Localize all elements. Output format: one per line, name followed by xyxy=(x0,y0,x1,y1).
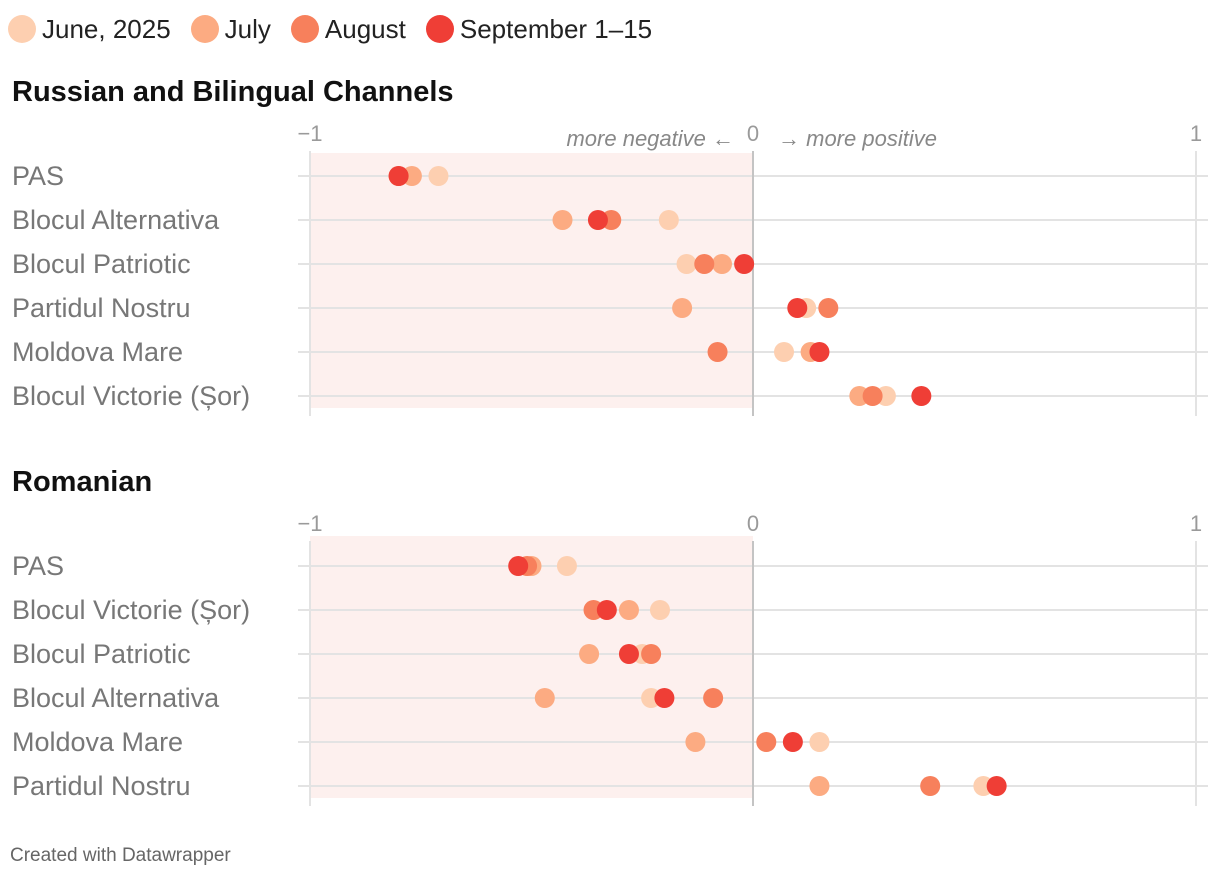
data-point xyxy=(676,254,697,274)
data-point xyxy=(756,732,777,752)
row-label: Blocul Patriotic xyxy=(12,639,191,669)
data-point xyxy=(787,298,808,318)
row-label: Blocul Patriotic xyxy=(12,249,191,279)
legend-swatch-july xyxy=(190,15,219,43)
legend: June, 2025 July August September 1–15 xyxy=(8,12,672,46)
row-label: Partidul Nostru xyxy=(12,293,191,323)
data-point xyxy=(534,688,555,708)
legend-item-june: June, 2025 xyxy=(8,14,171,45)
data-point xyxy=(703,688,724,708)
data-point xyxy=(694,254,715,274)
x-tick-label: 1 xyxy=(1190,121,1202,146)
data-point xyxy=(587,210,608,230)
data-point xyxy=(862,386,883,406)
row-label: PAS xyxy=(12,551,65,581)
legend-swatch-june xyxy=(8,15,36,43)
negative-region-shade xyxy=(310,536,753,798)
data-point xyxy=(986,776,1007,796)
data-point xyxy=(428,166,449,186)
x-tick-label: 1 xyxy=(1190,511,1202,536)
x-tick-label: −1 xyxy=(297,121,322,146)
data-point xyxy=(618,644,639,664)
legend-label-july: July xyxy=(224,13,271,44)
row-label: Moldova Mare xyxy=(12,337,184,367)
row-label: PAS xyxy=(12,161,65,191)
row-label: Blocul Victorie (Șor) xyxy=(12,595,251,625)
panel-title-russian: Russian and Bilingual Channels xyxy=(12,76,454,108)
data-point xyxy=(707,342,728,362)
data-point xyxy=(508,556,529,576)
x-tick-label: −1 xyxy=(297,511,322,536)
data-point xyxy=(809,342,830,362)
data-point xyxy=(658,210,679,230)
legend-item-august: August xyxy=(290,13,406,45)
legend-label-august: August xyxy=(324,13,406,44)
data-point xyxy=(774,342,795,362)
data-point xyxy=(911,386,932,406)
legend-label-september: September 1–15 xyxy=(459,13,653,44)
data-point xyxy=(618,600,639,620)
annotation-positive: → more positive xyxy=(778,126,937,151)
negative-region-shade xyxy=(310,153,753,408)
data-point xyxy=(579,644,600,664)
row-label: Blocul Victorie (Șor) xyxy=(12,381,251,411)
data-point xyxy=(734,254,755,274)
data-point xyxy=(818,298,839,318)
annotation-negative: more negative ← xyxy=(566,126,734,151)
data-point xyxy=(809,776,830,796)
row-label: Blocul Alternativa xyxy=(12,205,220,235)
x-tick-label: 0 xyxy=(747,511,759,536)
data-point xyxy=(552,210,573,230)
panel-title-romanian: Romanian xyxy=(12,466,153,498)
data-point xyxy=(672,298,693,318)
legend-swatch-september xyxy=(425,15,454,43)
data-point xyxy=(641,644,662,664)
data-point xyxy=(654,688,675,708)
legend-item-september: September 1–15 xyxy=(425,13,653,45)
data-point xyxy=(809,732,830,752)
data-point xyxy=(920,776,941,796)
data-point xyxy=(556,556,577,576)
legend-item-july: July xyxy=(190,13,271,45)
data-point xyxy=(711,254,732,274)
data-point xyxy=(596,600,617,620)
legend-swatch-august xyxy=(290,15,319,43)
row-label: Partidul Nostru xyxy=(12,771,191,801)
data-point xyxy=(649,600,670,620)
x-tick-label: 0 xyxy=(747,121,759,146)
row-label: Moldova Mare xyxy=(12,727,184,757)
data-point xyxy=(782,732,803,752)
footer-credit: Created with Datawrapper xyxy=(10,845,231,866)
data-point xyxy=(685,732,706,752)
legend-label-june: June, 2025 xyxy=(42,13,171,44)
data-point xyxy=(388,166,409,186)
row-label: Blocul Alternativa xyxy=(12,683,220,713)
